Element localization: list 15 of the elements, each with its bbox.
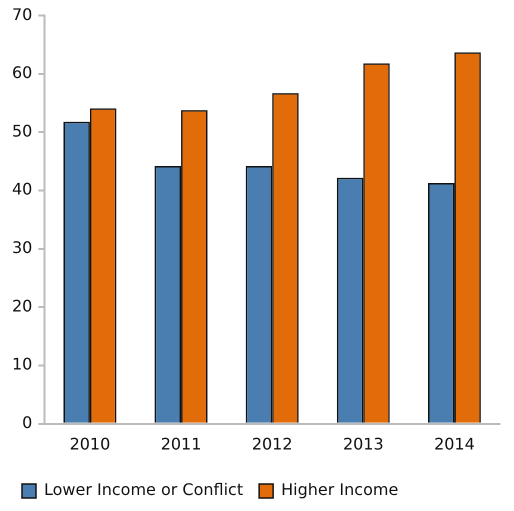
x-tick-label: 2012 — [252, 434, 293, 454]
y-tick-label: 20 — [12, 296, 32, 316]
y-tick-label: 60 — [12, 63, 32, 82]
y-tick-label: 30 — [12, 238, 32, 258]
x-tick-label: 2014 — [434, 434, 475, 454]
x-tick-label: 2010 — [70, 434, 110, 454]
y-tick-label: 70 — [12, 4, 32, 24]
legend-label: Higher Income — [281, 480, 398, 500]
x-tick-label: 2011 — [160, 434, 202, 454]
y-tick-label: 50 — [12, 121, 32, 140]
y-tick-label: 0 — [22, 412, 32, 432]
y-tick-label: 10 — [12, 354, 32, 374]
y-tick-label: 40 — [12, 180, 32, 199]
x-tick-label: 2013 — [342, 434, 384, 454]
legend-label: Lower Income or Conflict — [44, 480, 244, 500]
